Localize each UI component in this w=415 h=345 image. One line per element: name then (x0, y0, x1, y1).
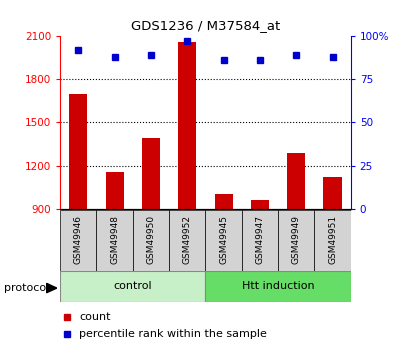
Bar (251, 200, 269, 209)
Text: GSM49949: GSM49949 (292, 215, 301, 264)
Text: percentile rank within the sample: percentile rank within the sample (79, 329, 267, 339)
Text: protocol: protocol (4, 283, 49, 293)
Bar (315, 210, 351, 271)
Text: GSM49948: GSM49948 (110, 215, 119, 264)
Bar (242, 210, 278, 271)
Bar (169, 210, 205, 271)
Bar (205, 271, 351, 302)
Bar (178, 42, 196, 209)
Text: GSM49946: GSM49946 (74, 215, 83, 264)
Text: GSM49952: GSM49952 (183, 215, 192, 264)
Polygon shape (46, 283, 57, 293)
Text: GSM49945: GSM49945 (219, 215, 228, 264)
Bar (69, 94, 88, 209)
Bar (215, 194, 233, 209)
Text: count: count (79, 312, 110, 322)
Bar (60, 210, 96, 271)
Bar (133, 210, 169, 271)
Text: GSM49947: GSM49947 (255, 215, 264, 264)
Text: Htt induction: Htt induction (242, 282, 315, 291)
Text: GSM49950: GSM49950 (146, 215, 156, 264)
Text: control: control (113, 282, 152, 291)
Bar (142, 138, 160, 209)
Bar (96, 210, 133, 271)
Bar (278, 210, 315, 271)
Bar (205, 210, 242, 271)
Bar (287, 152, 305, 209)
Bar (323, 177, 342, 209)
Title: GDS1236 / M37584_at: GDS1236 / M37584_at (131, 19, 280, 32)
Bar (60, 271, 205, 302)
Text: GSM49951: GSM49951 (328, 215, 337, 264)
Bar (105, 172, 124, 209)
